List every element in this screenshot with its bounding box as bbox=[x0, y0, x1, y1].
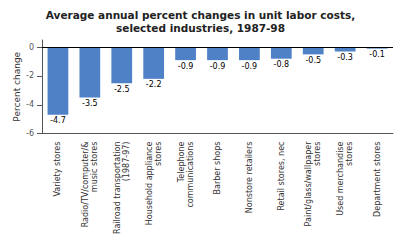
svg-text:music stores: music stores bbox=[90, 142, 99, 193]
svg-text:Paint/glass/wallpaper: Paint/glass/wallpaper bbox=[304, 141, 313, 227]
svg-text:-6: -6 bbox=[26, 129, 34, 138]
svg-text:-4: -4 bbox=[26, 100, 34, 109]
svg-text:Nonstore retailers: Nonstore retailers bbox=[245, 142, 254, 214]
svg-text:-0.9: -0.9 bbox=[242, 62, 258, 71]
svg-text:Percent change: Percent change bbox=[12, 51, 22, 121]
svg-text:-0.9: -0.9 bbox=[210, 62, 226, 71]
svg-text:(1987-97): (1987-97) bbox=[122, 142, 131, 182]
svg-text:-0.3: -0.3 bbox=[337, 53, 353, 62]
svg-text:-0.1: -0.1 bbox=[369, 50, 385, 59]
svg-text:-2.2: -2.2 bbox=[146, 80, 162, 89]
svg-text:Variety stores: Variety stores bbox=[53, 142, 62, 197]
svg-text:-4.7: -4.7 bbox=[50, 116, 66, 125]
svg-text:Household appliance: Household appliance bbox=[145, 141, 154, 225]
svg-text:Department stores: Department stores bbox=[373, 142, 382, 217]
svg-text:-0.9: -0.9 bbox=[178, 62, 194, 71]
svg-text:-0.5: -0.5 bbox=[305, 56, 321, 65]
svg-text:Average annual percent changes: Average annual percent changes in unit l… bbox=[46, 9, 355, 21]
svg-text:-2.5: -2.5 bbox=[114, 85, 130, 94]
svg-text:Used merchandise: Used merchandise bbox=[336, 141, 345, 215]
svg-text:Barber shops: Barber shops bbox=[213, 142, 222, 195]
svg-text:stores: stores bbox=[313, 142, 322, 166]
svg-text:Retail stores, nec: Retail stores, nec bbox=[277, 142, 286, 211]
svg-text:Telephone: Telephone bbox=[177, 141, 186, 183]
svg-text:stores: stores bbox=[154, 142, 163, 166]
svg-text:selected industries, 1987-98: selected industries, 1987-98 bbox=[116, 22, 285, 34]
svg-text:-2: -2 bbox=[26, 71, 34, 80]
svg-text:0: 0 bbox=[29, 43, 34, 52]
svg-text:communications: communications bbox=[186, 142, 195, 208]
svg-text:-0.8: -0.8 bbox=[274, 60, 290, 69]
svg-text:-3.5: -3.5 bbox=[82, 99, 98, 108]
svg-text:stores: stores bbox=[345, 142, 354, 166]
svg-text:Radio/TV/computer/&: Radio/TV/computer/& bbox=[81, 142, 90, 228]
svg-text:Railroad transportation: Railroad transportation bbox=[113, 142, 122, 234]
